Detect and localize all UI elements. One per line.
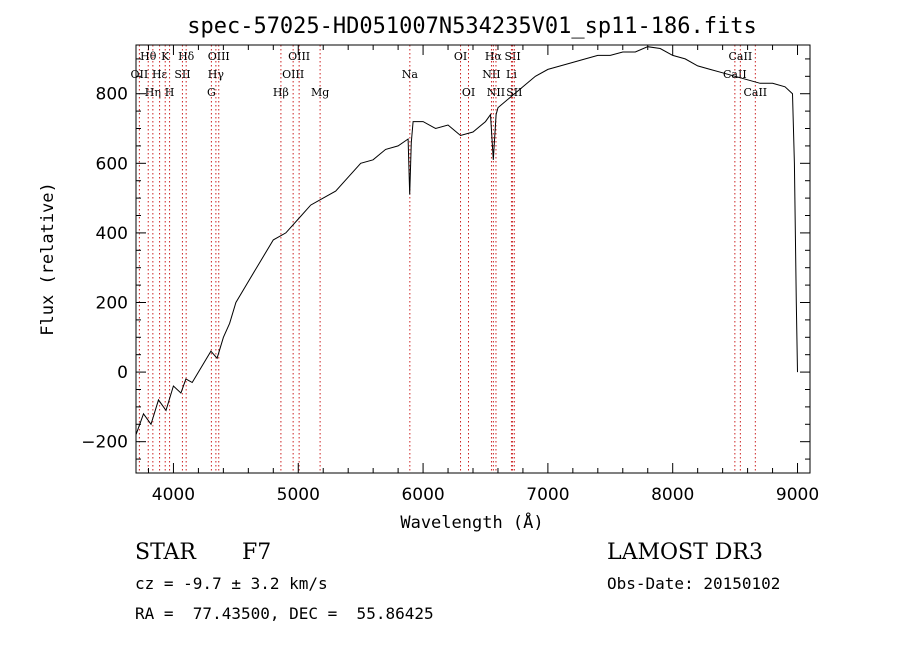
marker-label-12: OIII [282,68,304,81]
marker-label-20: NII [487,86,505,99]
marker-label-0: Hθ [140,50,157,63]
marker-label-9: Hγ [208,68,225,81]
marker-label-3: Hε [152,68,168,81]
obs-date: Obs-Date: 20150102 [607,574,781,593]
marker-label-16: OI [454,50,467,63]
marker-label-11: Hβ [273,86,289,99]
marker-label-6: SII [174,68,190,81]
marker-label-15: Na [402,68,419,81]
survey-name: LAMOST DR3 [607,540,763,565]
x-tick-label-2: 6000 [401,485,444,505]
x-tick-label-0: 4000 [152,485,195,505]
marker-label-2: Hη [145,86,161,99]
marker-label-19: Hα [485,50,503,63]
marker-label-14: Mg [311,86,329,99]
x-axis: 4000 5000 6000 7000 8000 9000 [147,45,819,505]
marker-label-8: G [207,86,216,99]
marker-label-18: NII [482,68,500,81]
redshift-readout: cz = -9.7 ± 3.2 km/s [135,574,328,593]
object-class: STAR [135,540,196,565]
marker-label-23: SII [506,86,522,99]
x-tick-label-4: 8000 [651,485,694,505]
marker-label-25: CaII [729,50,753,63]
marker-label-4: K [161,50,170,63]
marker-label-10: OIII [208,50,230,63]
emission-line-markers: Hθ OII Hη Hε K H SII Hδ G Hγ OIII Hβ OIII OIII Mg Na OI O… [131,45,767,473]
marker-label-13: OIII [288,50,310,63]
marker-label-5: H [165,86,175,99]
y-tick-label-4: 600 [96,154,128,174]
marker-label-7: Hδ [178,50,195,63]
object-subclass: F7 [242,540,272,565]
spectrum-line-group [135,46,798,435]
x-tick-label-3: 7000 [526,485,569,505]
marker-label-21: Li [506,68,517,81]
y-axis: −200 0 200 400 600 800 [81,58,810,460]
plot-frame [135,44,811,474]
spectrum-line-0 [135,46,798,435]
y-axis-label: Flux (relative) [38,182,58,336]
chart-title: spec-57025-HD051007N534235V01_sp11-186.f… [187,14,757,39]
x-tick-label-1: 5000 [277,485,320,505]
marker-label-1: OII [131,68,149,81]
marker-label-17: OI [462,86,475,99]
marker-label-26: CaII [743,86,767,99]
y-tick-label-0: −200 [81,433,128,453]
y-tick-label-3: 400 [96,224,128,244]
ra-dec-readout: RA = 77.43500, DEC = 55.86425 [135,604,434,623]
marker-label-22: SII [504,50,520,63]
x-tick-label-5: 9000 [776,485,819,505]
y-tick-label-2: 200 [96,293,128,313]
x-axis-label: Wavelength (Å) [400,511,543,533]
y-tick-label-1: 0 [117,363,128,383]
y-tick-label-5: 800 [96,85,128,105]
